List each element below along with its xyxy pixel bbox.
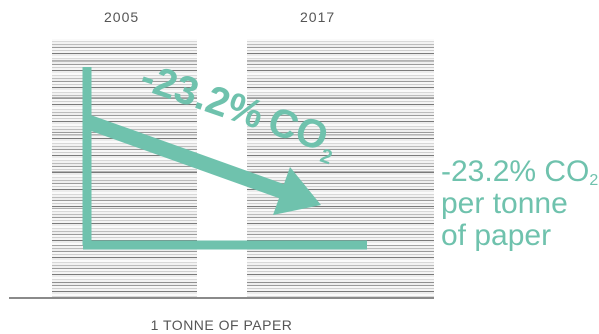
paper-stack-2017	[247, 39, 434, 297]
arrow-head	[273, 167, 321, 215]
year-label-2005: 2005	[104, 9, 140, 25]
axes	[82, 67, 367, 250]
base-line	[9, 297, 434, 299]
side-caption-line-3: of paper	[441, 219, 552, 252]
side-caption: -23.2% CO2 per tonne of paper	[441, 155, 599, 252]
down-arrow	[83, 115, 321, 215]
side-caption-line-2: per tonne	[441, 187, 568, 220]
year-label-2017: 2017	[300, 9, 336, 25]
base-label: 1 TONNE OF PAPER	[150, 317, 293, 333]
side-caption-line-1: -23.2% CO2	[441, 155, 599, 189]
side-caption-subscript: 2	[589, 172, 599, 189]
paper-stack-2005	[52, 39, 197, 297]
arrow-shaft	[83, 115, 289, 199]
